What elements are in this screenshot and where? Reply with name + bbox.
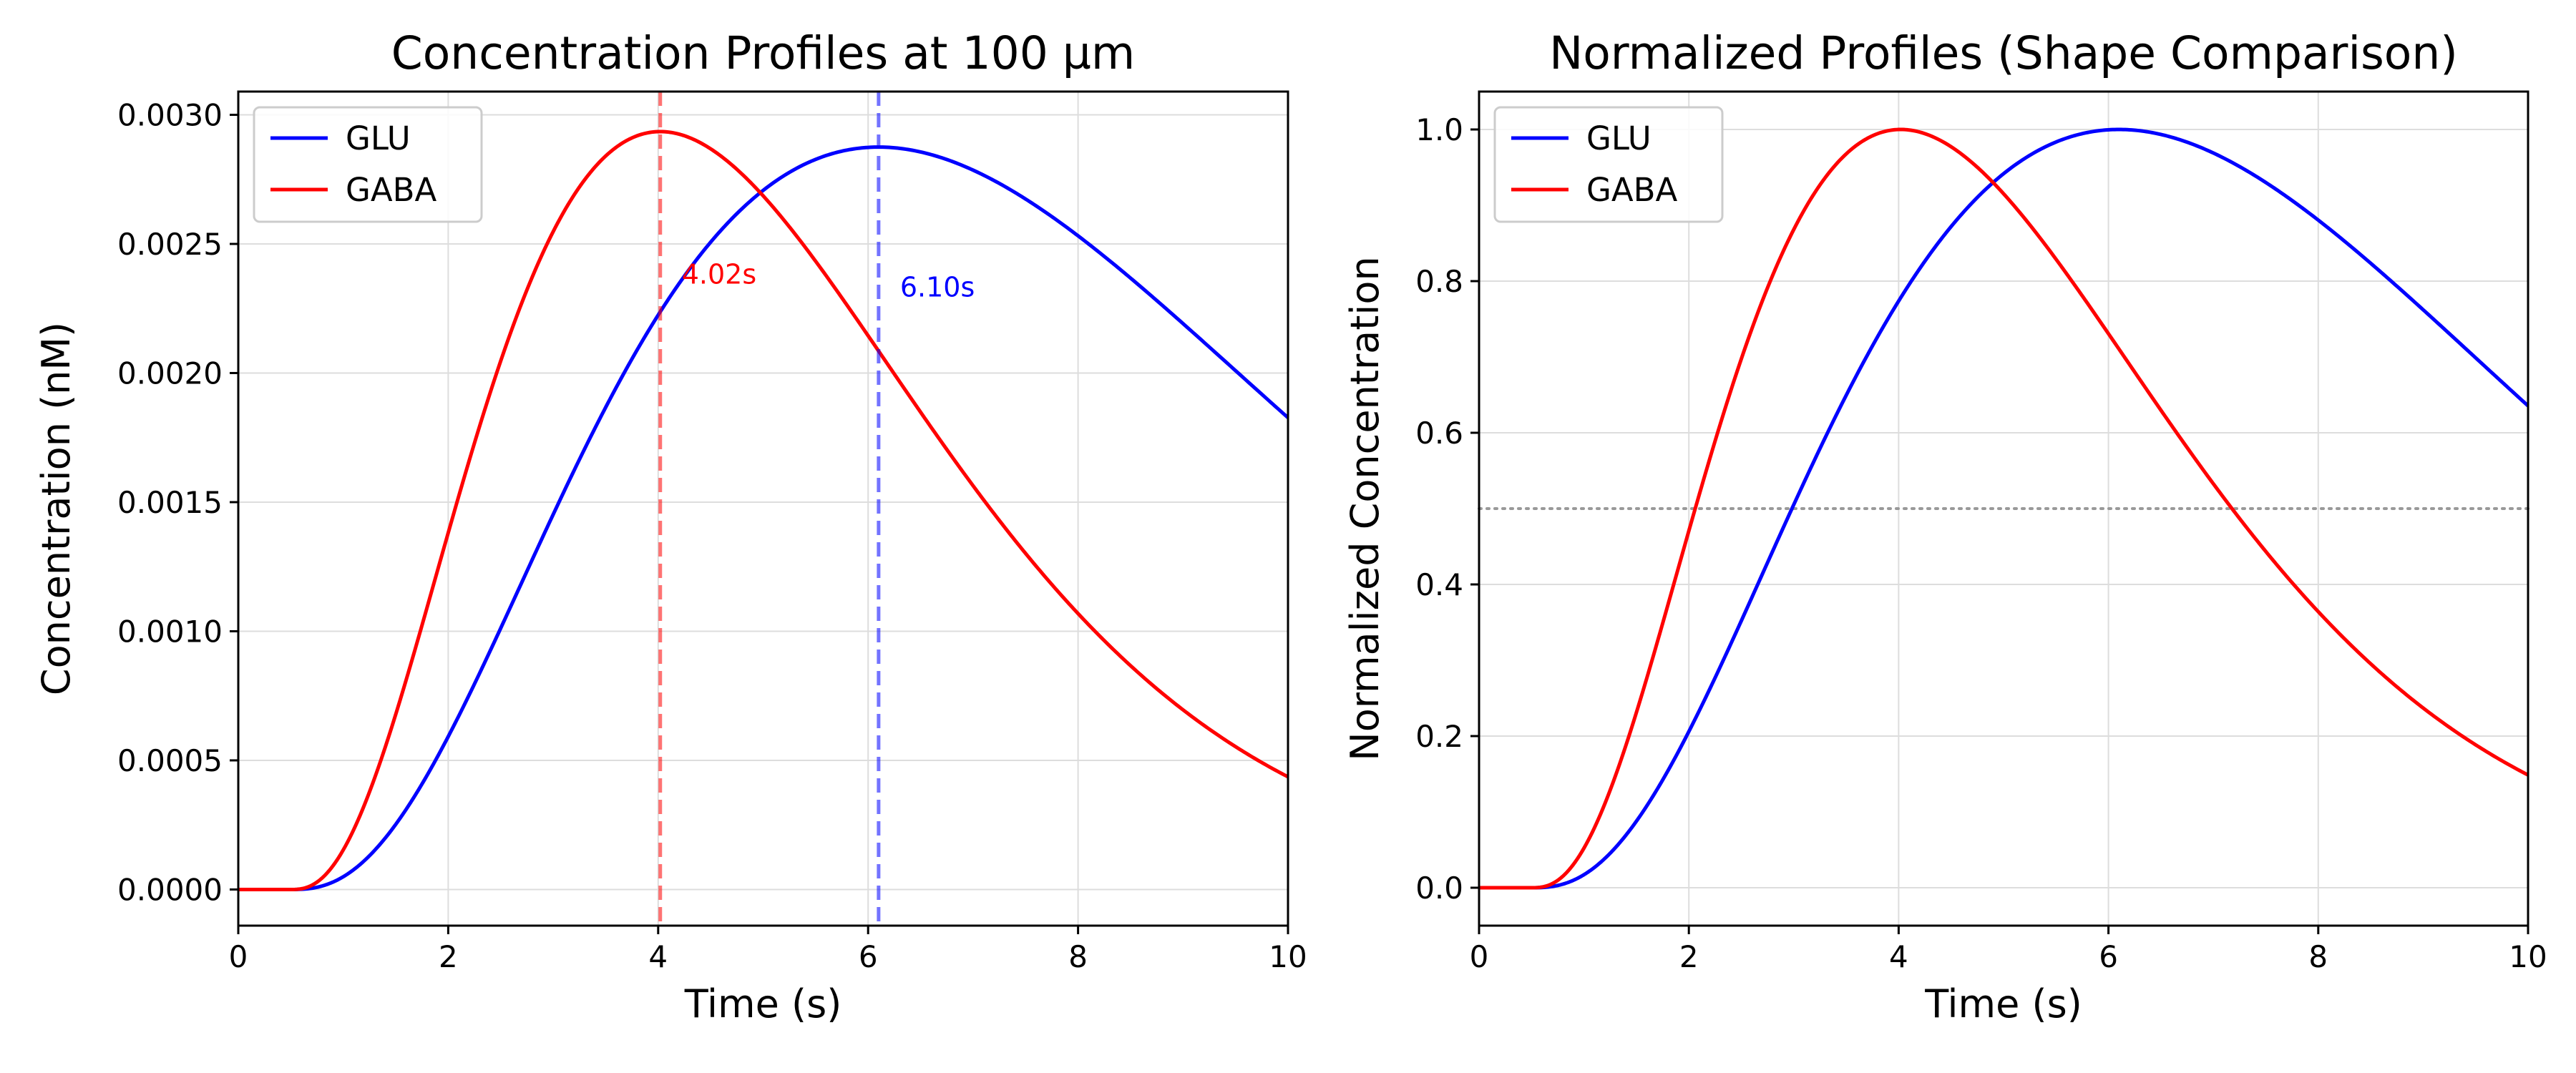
- y-tick-label: 0.0010: [117, 614, 223, 649]
- x-tick-label: 4: [648, 939, 668, 974]
- series-line-gaba: [238, 129, 1289, 891]
- series-line-glu: [238, 145, 1289, 891]
- x-tick-label: 8: [1068, 939, 1088, 974]
- legend-label-gaba: GABA: [1586, 171, 1678, 209]
- y-tick-label: 0.0025: [117, 227, 223, 262]
- peak-label: 6.10s: [900, 271, 975, 303]
- legend-label-gaba: GABA: [346, 171, 437, 209]
- x-tick-label: 0: [1470, 939, 1489, 974]
- axes-frame: [237, 90, 1289, 927]
- x-tick-label: 0: [229, 939, 248, 974]
- y-tick-label: 0.6: [1415, 416, 1463, 451]
- x-axis-label: Time (s): [1924, 981, 2082, 1027]
- y-axis-label: Normalized Concentration: [1342, 256, 1387, 760]
- x-tick-label: 4: [1889, 939, 1908, 974]
- chart-panel-2: 0 2 4 6 8 10 0.0 0.2 0.4 0.6 0.8 1.0 Normalized Prof…: [1342, 27, 2547, 1027]
- y-axis-label: Concentration (nM): [34, 322, 79, 695]
- legend: GLU GABA: [253, 106, 483, 223]
- axes-frame: [1478, 90, 2529, 927]
- legend-box: [1493, 106, 1724, 223]
- series-line-glu: [1479, 127, 2529, 890]
- y-tick-label: 0.0015: [117, 485, 223, 520]
- y-tick-label: 0.0: [1415, 871, 1463, 906]
- y-tick-label: 0.0005: [117, 743, 223, 778]
- x-tick-label: 2: [1679, 939, 1699, 974]
- legend-box: [253, 106, 483, 223]
- x-tick-label: 10: [2509, 939, 2547, 974]
- x-tick-label: 8: [2308, 939, 2328, 974]
- peak-label: 4.02s: [682, 258, 756, 290]
- x-tick-label: 6: [859, 939, 878, 974]
- y-tick-label: 0.0020: [117, 356, 223, 391]
- legend: GLU GABA: [1493, 106, 1724, 223]
- x-tick-label: 2: [439, 939, 458, 974]
- series-line-gaba: [1479, 127, 2529, 890]
- y-tick-label: 0.0000: [117, 872, 223, 907]
- legend-label-glu: GLU: [1586, 119, 1652, 157]
- x-tick-label: 6: [2099, 939, 2118, 974]
- x-axis-label: Time (s): [684, 981, 842, 1027]
- chart-title: Normalized Profiles (Shape Comparison): [1549, 27, 2458, 79]
- y-tick-label: 0.0030: [117, 97, 223, 132]
- legend-label-glu: GLU: [346, 119, 411, 157]
- chart-title: Concentration Profiles at 100 µm: [391, 27, 1136, 79]
- x-tick-label: 10: [1269, 939, 1307, 974]
- y-tick-label: 0.8: [1415, 264, 1463, 299]
- y-tick-label: 0.2: [1415, 719, 1463, 754]
- y-tick-label: 0.4: [1415, 567, 1463, 602]
- y-tick-label: 1.0: [1415, 112, 1463, 147]
- chart-panel-1: 4.02s 6.10s 0 2 4 6 8 10 0.0000 0.0005 0.0010 0.001…: [34, 27, 1307, 1027]
